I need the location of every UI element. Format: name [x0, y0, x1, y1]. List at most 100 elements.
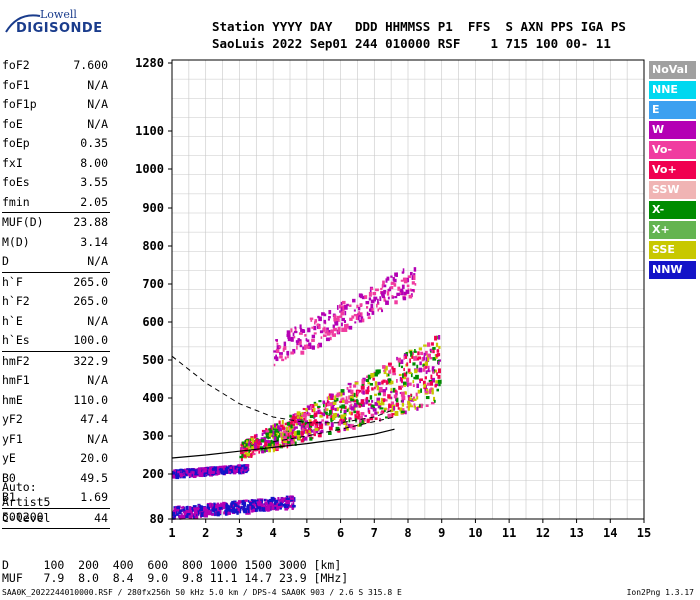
echo-dot [241, 466, 244, 472]
echo-dot [192, 473, 197, 479]
echo-dot [268, 429, 273, 434]
echo-dot [357, 424, 360, 427]
echo-dot [265, 433, 268, 438]
echo-dot [180, 515, 184, 519]
echo-dot [435, 380, 438, 384]
echo-dot [333, 398, 337, 403]
echo-dot [434, 335, 438, 341]
echo-dot [421, 357, 424, 362]
echo-dot [263, 505, 267, 509]
echo-dot [380, 401, 385, 406]
echo-dot [307, 327, 311, 333]
echo-dot [177, 505, 180, 509]
echo-dot [381, 309, 384, 313]
echo-dot [323, 402, 325, 408]
echo-dot [415, 374, 419, 380]
echo-dot [278, 427, 282, 432]
echo-dot [382, 399, 386, 403]
echo-dot [301, 438, 304, 443]
echo-dot [334, 320, 339, 326]
param-row-hmf1: hmF1 N/A [2, 371, 110, 391]
echo-dot [429, 356, 433, 360]
echo-dot [276, 345, 281, 350]
echo-dot [273, 436, 277, 442]
echo-dot [406, 377, 410, 383]
echo-dot [274, 499, 279, 503]
echo-dot [354, 382, 359, 385]
echo-dot [252, 445, 257, 450]
echo-dot [290, 336, 294, 342]
echo-dot [346, 408, 349, 412]
echo-dot [346, 323, 349, 329]
echo-dot [358, 306, 361, 311]
echo-dot [368, 291, 372, 297]
echo-dot [245, 443, 248, 447]
echo-dot [350, 403, 353, 409]
echo-dot [345, 396, 348, 401]
y-tick-label: 500 [142, 353, 164, 367]
echo-dot [311, 326, 314, 329]
echo-dot [302, 407, 305, 410]
echo-dot [188, 515, 193, 519]
echo-dot [343, 427, 346, 432]
echo-dot [330, 330, 334, 333]
echo-dot [203, 506, 207, 512]
echo-dot [328, 309, 332, 315]
echo-dot [351, 398, 355, 402]
echo-dot [344, 304, 348, 310]
param-row-foes: foEs 3.55 [2, 173, 110, 193]
echo-dot [369, 417, 374, 421]
echo-dot [383, 284, 387, 288]
echo-dot [360, 399, 364, 405]
echo-dot [436, 353, 441, 357]
echo-dot [240, 443, 244, 447]
echo-dot [200, 512, 205, 517]
echo-dot [253, 504, 257, 507]
echo-dot [432, 357, 437, 361]
echo-dot [374, 381, 378, 386]
echo-dot [411, 355, 414, 359]
x-tick-label: 14 [603, 526, 617, 540]
y-tick-label: 300 [142, 429, 164, 443]
echo-dot [291, 436, 295, 442]
echo-dot [220, 506, 223, 510]
param-value: 44 [94, 510, 108, 525]
echo-dot [242, 454, 247, 458]
echo-dot [323, 319, 327, 324]
echo-dot [395, 402, 400, 407]
param-value: N/A [87, 116, 108, 131]
echo-dot [378, 307, 383, 310]
echo-dot [329, 415, 333, 419]
echo-dot [410, 352, 413, 357]
echo-dot [356, 394, 359, 397]
echo-dot [261, 503, 264, 507]
echo-dot [196, 469, 199, 474]
echo-dot [213, 502, 216, 507]
echo-dot [361, 318, 365, 323]
echo-dot [374, 393, 377, 396]
echo-dot [367, 382, 371, 385]
echo-dot [365, 396, 369, 401]
echo-dot [425, 350, 428, 356]
echo-dot [412, 380, 415, 384]
echo-dot [290, 328, 293, 333]
echo-dot [307, 345, 312, 349]
echo-dot [372, 408, 377, 412]
echo-dot [377, 381, 381, 386]
echo-dot [226, 508, 230, 512]
echo-dot [433, 399, 436, 403]
echo-dot [413, 376, 417, 380]
echo-dot [243, 466, 248, 470]
param-row-b0: B0 49.5 [2, 469, 110, 489]
echo-dot [289, 437, 292, 440]
echo-dot [185, 506, 188, 511]
echo-dot [343, 409, 347, 414]
echo-dot [355, 390, 358, 395]
echo-dot [383, 407, 387, 411]
echo-dot [373, 296, 378, 300]
echo-dot [438, 345, 441, 349]
echo-dot [352, 298, 356, 303]
echo-dot [321, 419, 325, 422]
echo-dot [319, 412, 323, 415]
y-axis-ticks: 80 200 300 400 500 600 700 800 900 1000 1100 1280 [135, 56, 172, 526]
